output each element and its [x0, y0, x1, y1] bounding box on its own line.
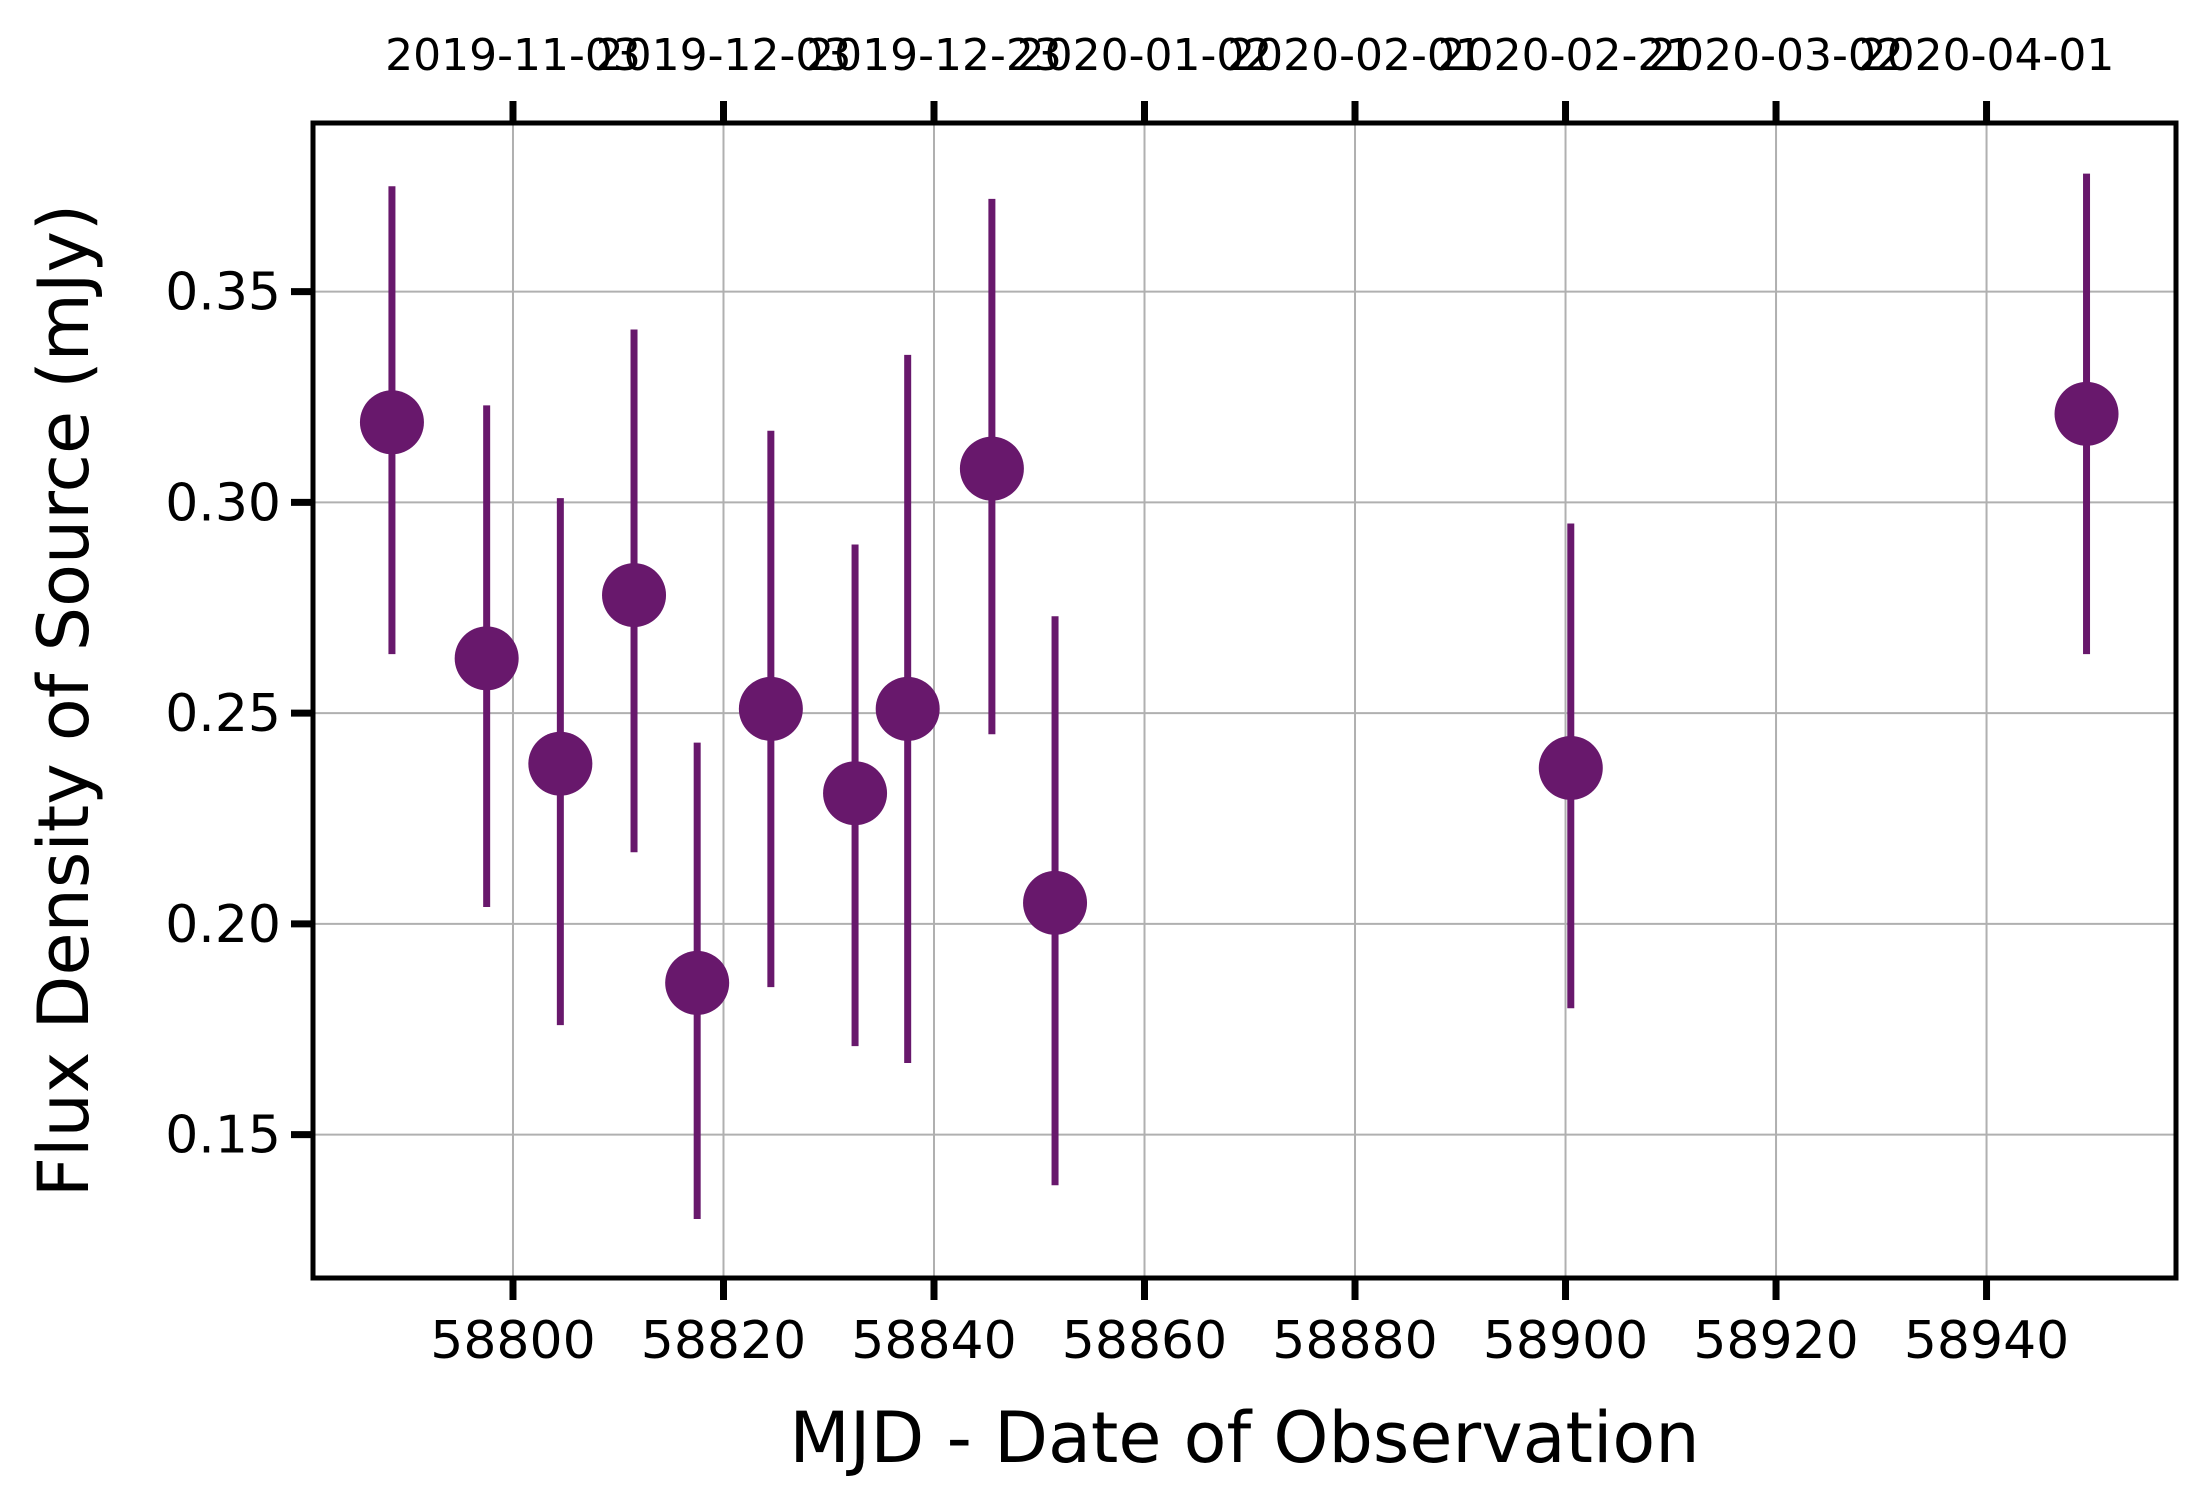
- y-axis-label: Flux Density of Source (mJy): [23, 204, 105, 1197]
- grid: [313, 123, 2176, 1278]
- y-axis: 0.15 0.20 0.25 0.30 0.35: [165, 263, 313, 1166]
- data-point: [454, 405, 519, 908]
- y-tick-label: 0.15: [165, 1106, 281, 1166]
- x-axis-top: 2019-11-032019-12-032019-12-232020-01-02…: [385, 30, 2114, 123]
- plot-frame: [310, 120, 2179, 1281]
- data-point: [602, 329, 667, 853]
- x-tick-label: 58900: [1483, 1311, 1648, 1371]
- data-point: [738, 430, 803, 988]
- data-point: [1023, 616, 1088, 1186]
- x-tick-label: 58820: [641, 1311, 806, 1371]
- data-point: [823, 544, 888, 1047]
- point-marker: [959, 436, 1024, 501]
- point-marker: [454, 626, 519, 691]
- point-marker: [2054, 381, 2119, 446]
- point-marker: [1538, 735, 1603, 800]
- data-point: [665, 742, 730, 1219]
- point-marker: [875, 676, 940, 741]
- point-marker: [602, 563, 667, 628]
- x-tick-label: 58800: [430, 1311, 595, 1371]
- point-marker: [1023, 870, 1088, 935]
- y-tick-label: 0.35: [165, 263, 281, 323]
- data-point: [875, 354, 940, 1064]
- x-tick-label: 58920: [1693, 1311, 1858, 1371]
- top-tick-label: 2019-11-03: [385, 30, 641, 81]
- point-marker: [528, 731, 593, 796]
- data-point: [959, 198, 1024, 735]
- y-tick-label: 0.20: [165, 895, 281, 955]
- x-tick-label: 58860: [1062, 1311, 1227, 1371]
- data-series: [359, 173, 2119, 1219]
- top-tick-label: 2020-01-02: [1017, 30, 1273, 81]
- top-tick-label: 2019-12-03: [596, 30, 852, 81]
- point-marker: [665, 950, 730, 1015]
- y-tick-label: 0.30: [165, 473, 281, 533]
- x-tick-label: 58940: [1904, 1311, 2069, 1371]
- point-marker: [823, 761, 888, 826]
- top-tick-label: 2020-03-02: [1648, 30, 1904, 81]
- x-tick-label: 58880: [1272, 1311, 1437, 1371]
- data-point: [359, 186, 424, 655]
- point-marker: [359, 390, 424, 455]
- top-tick-label: 2020-04-01: [1859, 30, 2115, 81]
- data-point: [528, 498, 593, 1026]
- top-tick-label: 2020-02-01: [1227, 30, 1483, 81]
- x-tick-label: 58840: [851, 1311, 1016, 1371]
- x-axis-bottom: 58800 58820 58840 58860 58880 58900 58920 58940: [430, 1278, 2069, 1371]
- top-tick-label: 2020-02-21: [1438, 30, 1694, 81]
- point-marker: [738, 676, 803, 741]
- y-tick-label: 0.25: [165, 684, 281, 744]
- x-axis-label: MJD - Date of Observation: [789, 1397, 1699, 1479]
- data-point: [2054, 173, 2119, 655]
- top-tick-label: 2019-12-23: [806, 30, 1062, 81]
- data-point: [1538, 523, 1603, 1009]
